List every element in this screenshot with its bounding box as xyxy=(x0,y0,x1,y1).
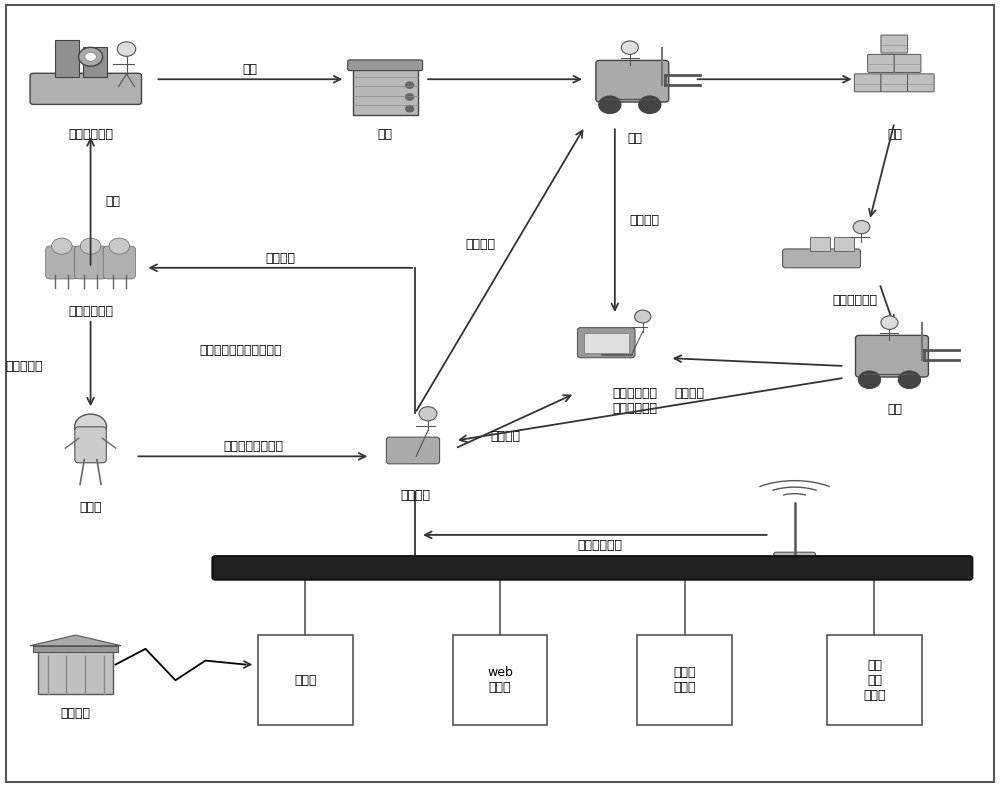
FancyBboxPatch shape xyxy=(74,246,107,279)
Text: 实时传输数据: 实时传输数据 xyxy=(577,538,622,552)
FancyBboxPatch shape xyxy=(868,54,894,72)
Text: 客户服务: 客户服务 xyxy=(400,490,430,502)
FancyBboxPatch shape xyxy=(881,35,908,53)
Text: 费用结算: 费用结算 xyxy=(675,387,705,400)
FancyBboxPatch shape xyxy=(783,249,860,268)
Circle shape xyxy=(881,316,898,329)
Text: 视频
监控
服务器: 视频 监控 服务器 xyxy=(863,659,886,702)
Text: 制造商、厂家: 制造商、厂家 xyxy=(68,127,113,141)
Text: 移动工作平台
进行数据处理: 移动工作平台 进行数据处理 xyxy=(612,387,657,416)
Bar xyxy=(33,645,118,652)
Text: 提货人: 提货人 xyxy=(79,501,102,514)
FancyBboxPatch shape xyxy=(854,74,881,92)
Text: 入库指令: 入库指令 xyxy=(465,238,495,251)
Bar xyxy=(353,68,418,115)
Circle shape xyxy=(639,96,661,113)
Bar xyxy=(584,333,629,353)
FancyBboxPatch shape xyxy=(103,246,136,279)
Bar xyxy=(55,39,79,77)
Circle shape xyxy=(80,238,101,254)
FancyBboxPatch shape xyxy=(212,556,972,580)
Text: web
服务器: web 服务器 xyxy=(487,667,513,694)
Circle shape xyxy=(406,94,414,100)
Text: 发货: 发货 xyxy=(243,63,258,76)
Text: 出具调拨单，换票: 出具调拨单，换票 xyxy=(223,441,283,453)
Bar xyxy=(453,635,547,726)
Text: 仓库: 仓库 xyxy=(378,127,393,141)
FancyBboxPatch shape xyxy=(774,552,816,569)
Text: 防火墙: 防火墙 xyxy=(294,674,317,687)
Circle shape xyxy=(85,52,96,61)
Text: 验收信息: 验收信息 xyxy=(630,214,660,227)
Circle shape xyxy=(621,41,638,54)
Text: 开具调拨单: 开具调拨单 xyxy=(6,360,43,372)
Text: 反馈信息: 反馈信息 xyxy=(265,252,295,265)
Circle shape xyxy=(406,105,414,112)
Text: 实物保管保养: 实物保管保养 xyxy=(832,294,877,307)
Bar xyxy=(810,237,830,251)
Polygon shape xyxy=(30,635,121,645)
Bar xyxy=(637,635,732,726)
FancyBboxPatch shape xyxy=(46,246,78,279)
FancyBboxPatch shape xyxy=(894,54,921,72)
Circle shape xyxy=(898,371,920,389)
FancyBboxPatch shape xyxy=(596,61,669,102)
Text: 出库指令: 出库指令 xyxy=(490,430,520,443)
Circle shape xyxy=(599,96,621,113)
FancyBboxPatch shape xyxy=(907,74,934,92)
FancyBboxPatch shape xyxy=(881,74,908,92)
Circle shape xyxy=(79,47,103,66)
Bar xyxy=(258,635,353,726)
Circle shape xyxy=(859,371,880,389)
Text: 数据库
服务器: 数据库 服务器 xyxy=(673,667,696,694)
Bar xyxy=(827,635,922,726)
Circle shape xyxy=(117,42,136,57)
Circle shape xyxy=(419,407,437,421)
Circle shape xyxy=(635,310,651,323)
Circle shape xyxy=(109,238,130,254)
Text: 出库: 出库 xyxy=(887,403,902,416)
Text: 库存: 库存 xyxy=(887,127,902,141)
Circle shape xyxy=(853,220,870,234)
FancyBboxPatch shape xyxy=(348,60,423,71)
Text: 货主、经销商: 货主、经销商 xyxy=(68,305,113,317)
FancyBboxPatch shape xyxy=(386,437,440,464)
FancyBboxPatch shape xyxy=(75,427,106,463)
Circle shape xyxy=(406,82,414,88)
Circle shape xyxy=(52,238,72,254)
FancyBboxPatch shape xyxy=(577,327,635,358)
Text: 订货: 订货 xyxy=(106,194,121,208)
Bar xyxy=(83,47,107,77)
Text: 入库: 入库 xyxy=(627,131,642,145)
FancyBboxPatch shape xyxy=(856,335,928,377)
Bar xyxy=(834,237,854,251)
FancyBboxPatch shape xyxy=(30,73,141,105)
Text: 传真或电话通知收、发货: 传真或电话通知收、发货 xyxy=(199,344,282,357)
Text: 实物验证: 实物验证 xyxy=(61,707,91,720)
Bar xyxy=(38,650,113,694)
Circle shape xyxy=(75,414,107,439)
